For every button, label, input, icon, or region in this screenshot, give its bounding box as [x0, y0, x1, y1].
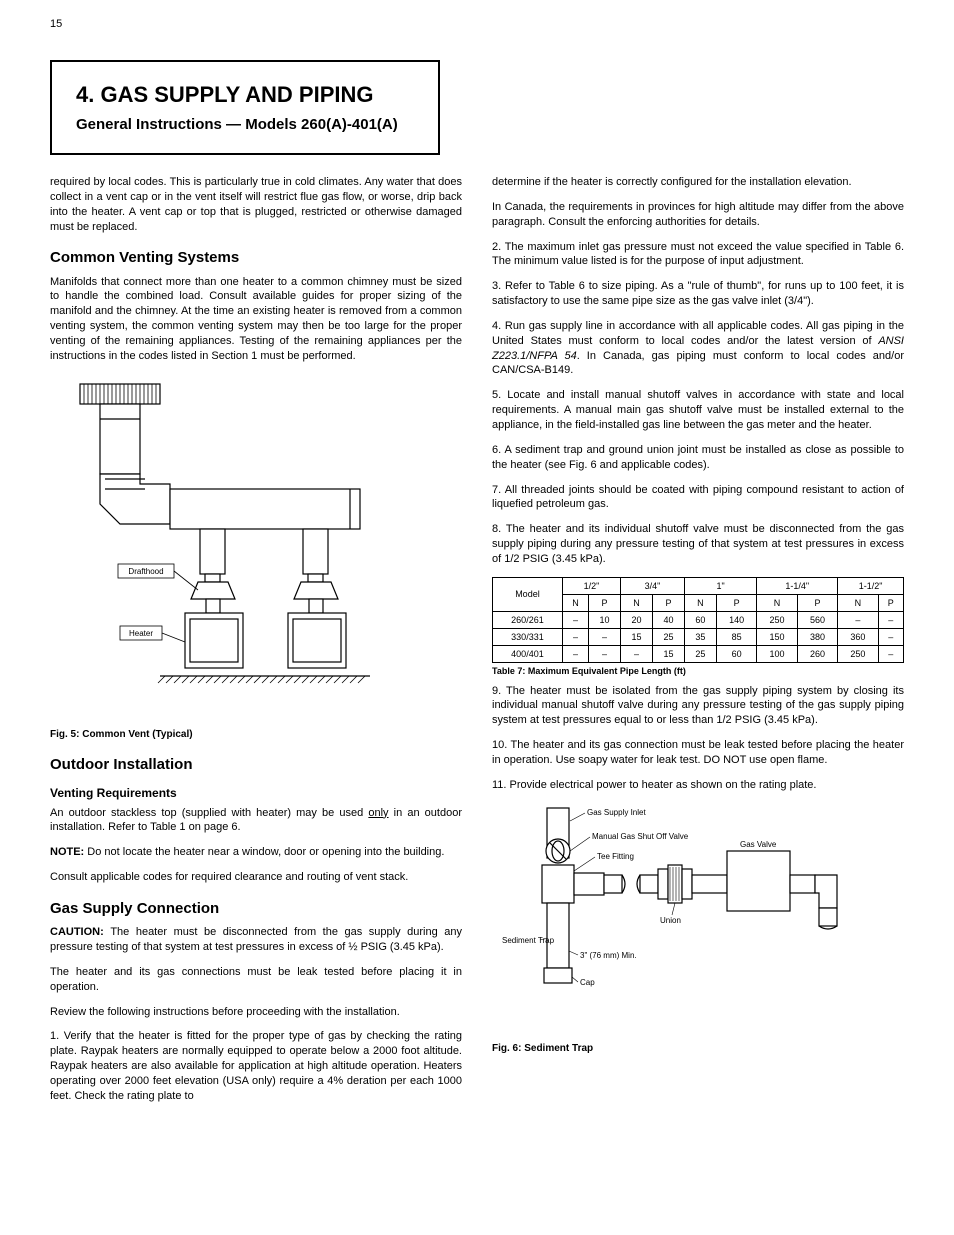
body-text: In Canada, the requirements in provinces…: [492, 200, 904, 230]
table-row: 400/401 –––152560100260250–: [493, 646, 904, 663]
table-7-caption: Table 7: Maximum Equivalent Pipe Length …: [492, 665, 904, 677]
heading-outdoor: Outdoor Installation: [50, 755, 462, 775]
label-valve: Manual Gas Shut Off Valve: [592, 832, 689, 841]
body-text: required by local codes. This is particu…: [50, 175, 462, 234]
table-header: 1-1/2": [838, 577, 904, 594]
figure-5-svg: Drafthood Heater: [50, 374, 390, 724]
list-item: 2. The maximum inlet gas pressure must n…: [492, 240, 904, 270]
heater-label: Heater: [129, 629, 153, 638]
two-column-layout: required by local codes. This is particu…: [50, 175, 904, 1114]
table-header: N: [684, 594, 716, 611]
table-header: N: [620, 594, 652, 611]
section-subtitle: General Instructions — Models 260(A)-401…: [76, 116, 414, 133]
list-item: 8. The heater and its individual shutoff…: [492, 522, 904, 567]
table-header: P: [878, 594, 903, 611]
figure-5: Drafthood Heater Fig. 5: Common Vent (Ty…: [50, 374, 462, 742]
list-item: 6. A sediment trap and ground union join…: [492, 443, 904, 473]
left-column: required by local codes. This is particu…: [50, 175, 462, 1114]
table-header: P: [588, 594, 620, 611]
table-header: 1-1/4": [757, 577, 838, 594]
body-text: Manifolds that connect more than one hea…: [50, 275, 462, 364]
drafthood-label: Drafthood: [128, 567, 163, 576]
table-7: Model 1/2" 3/4" 1" 1-1/4" 1-1/2" NP NP N…: [492, 577, 904, 664]
table-header: 1/2": [562, 577, 620, 594]
label-union: Union: [660, 916, 681, 925]
list-item: 7. All threaded joints should be coated …: [492, 483, 904, 513]
heading-gas-supply: Gas Supply Connection: [50, 899, 462, 919]
page: 15 4. GAS SUPPLY AND PIPING General Inst…: [0, 0, 954, 1235]
section-title-box: 4. GAS SUPPLY AND PIPING General Instruc…: [50, 60, 440, 155]
body-text: Review the following instructions before…: [50, 1005, 462, 1020]
list-item: 1. Verify that the heater is fitted for …: [50, 1029, 462, 1103]
table-header: 3/4": [620, 577, 684, 594]
list-item: 9. The heater must be isolated from the …: [492, 684, 904, 729]
list-item: 5. Locate and install manual shutoff val…: [492, 388, 904, 433]
figure-6: Gas Supply Inlet Manual Gas Shut Off Val…: [492, 803, 904, 1056]
figure-5-caption: Fig. 5: Common Vent (Typical): [50, 728, 462, 742]
heading-outdoor-sub: Venting Requirements: [50, 785, 462, 801]
table-header: P: [652, 594, 684, 611]
table-row: 330/331 ––15253585150380360–: [493, 629, 904, 646]
table-header: P: [716, 594, 756, 611]
table-header: N: [838, 594, 878, 611]
section-title: 4. GAS SUPPLY AND PIPING: [76, 82, 414, 108]
list-item: 11. Provide electrical power to heater a…: [492, 778, 904, 793]
table-header: N: [562, 594, 588, 611]
body-text: NOTE: Do not locate the heater near a wi…: [50, 845, 462, 860]
page-number: 15: [50, 18, 62, 30]
right-column: determine if the heater is correctly con…: [492, 175, 904, 1114]
label-nipple: 3" (76 mm) Min.: [580, 951, 637, 960]
figure-6-svg: Gas Supply Inlet Manual Gas Shut Off Val…: [492, 803, 892, 1038]
table-row: 260/261 –10204060140250560––: [493, 612, 904, 629]
table-header: P: [797, 594, 837, 611]
heading-common-venting: Common Venting Systems: [50, 248, 462, 268]
body-text: Consult applicable codes for required cl…: [50, 870, 462, 885]
table-header: 1": [684, 577, 756, 594]
label-tee: Tee Fitting: [597, 852, 634, 861]
label-trap: Sediment Trap: [502, 936, 555, 945]
label-cap: Cap: [580, 978, 595, 987]
table-header: N: [757, 594, 797, 611]
figure-6-caption: Fig. 6: Sediment Trap: [492, 1042, 904, 1056]
body-text: determine if the heater is correctly con…: [492, 175, 904, 190]
body-text: The heater and its gas connections must …: [50, 965, 462, 995]
table-header: Model: [493, 577, 563, 611]
list-item: 10. The heater and its gas connection mu…: [492, 738, 904, 768]
list-item: 3. Refer to Table 6 to size piping. As a…: [492, 279, 904, 309]
label-gasvalve: Gas Valve: [740, 840, 777, 849]
body-text: CAUTION: The heater must be disconnected…: [50, 925, 462, 955]
body-text: An outdoor stackless top (supplied with …: [50, 806, 462, 836]
list-item: 4. Run gas supply line in accordance wit…: [492, 319, 904, 378]
label-supply: Gas Supply Inlet: [587, 808, 646, 817]
